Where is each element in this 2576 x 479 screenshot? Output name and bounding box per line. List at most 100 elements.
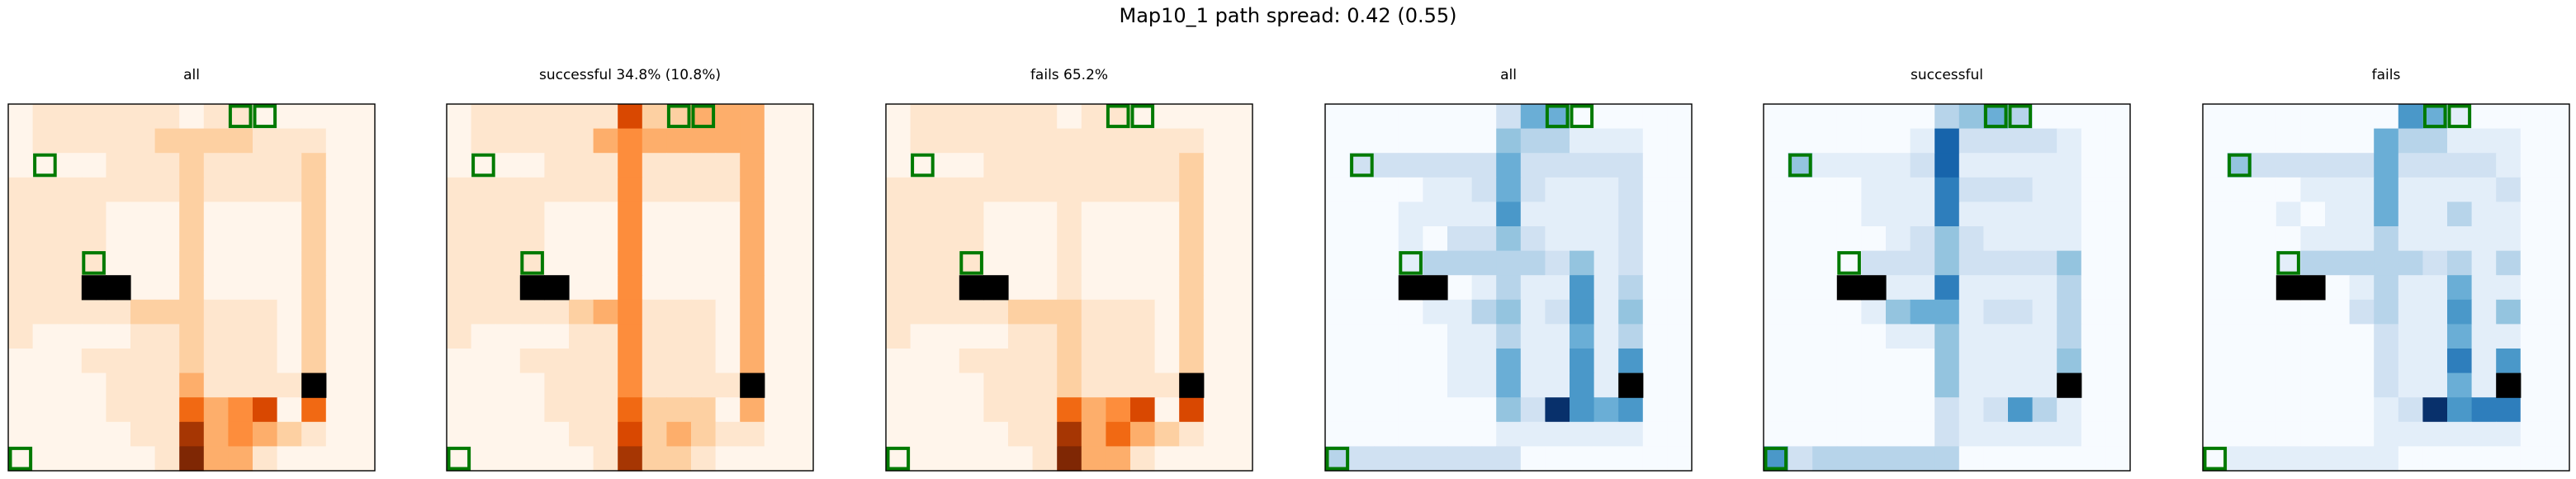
heatmap-cell [2252, 275, 2277, 301]
heatmap-cell [1374, 275, 1399, 301]
heatmap-cell [1057, 372, 1082, 398]
heatmap-cell [350, 397, 376, 423]
heatmap-cell [2081, 397, 2106, 423]
heatmap-cell [1325, 349, 1351, 374]
heatmap-cell [1642, 177, 1668, 202]
heatmap-cell [642, 250, 667, 276]
heatmap-cell [2057, 275, 2082, 301]
heatmap-cell [1496, 397, 1522, 423]
heatmap-cell [1593, 421, 1619, 447]
heatmap-cell [2520, 372, 2545, 398]
heatmap-cell [1836, 299, 1862, 325]
heatmap-cell [691, 226, 717, 252]
heatmap-cell [2422, 421, 2448, 447]
heatmap-cell [1203, 349, 1229, 374]
heatmap-cell [2105, 397, 2131, 423]
heatmap-cell [2398, 250, 2423, 276]
heatmap-cell [154, 324, 180, 349]
heatmap-cell [886, 177, 912, 202]
heatmap-cell [2398, 177, 2423, 202]
heatmap-cell [301, 104, 327, 130]
heatmap-cell [1496, 104, 1522, 130]
heatmap-cell [666, 446, 692, 472]
heatmap-cell [1228, 226, 1253, 252]
figure-title: Map10_1 path spread: 0.42 (0.55) [1119, 4, 1457, 27]
heatmap-cell [301, 177, 327, 202]
heatmap-cell [2081, 202, 2106, 227]
heatmap-cell [910, 226, 935, 252]
heatmap-cell [886, 397, 912, 423]
heatmap-cell [1374, 299, 1399, 325]
heatmap-cell [1398, 372, 1423, 398]
heatmap-cell [715, 275, 741, 301]
heatmap-cell [1667, 397, 1693, 423]
heatmap-cell [1057, 104, 1082, 130]
heatmap-cell [618, 324, 643, 349]
goal-marker [886, 446, 911, 471]
heatmap-cell [2349, 372, 2375, 398]
heatmap-cell [788, 128, 814, 154]
heatmap-cell [106, 349, 131, 374]
heatmap-cell [1520, 397, 1546, 423]
heatmap-cell [1545, 421, 1570, 447]
heatmap-cell [764, 372, 789, 398]
heatmap-cell [1057, 128, 1082, 154]
heatmap-cell [350, 446, 376, 472]
heatmap-successful-reds [446, 103, 814, 472]
heatmap-cell [2203, 250, 2228, 276]
heatmap-cell [1812, 226, 1838, 252]
heatmap-cell [1520, 250, 1546, 276]
heatmap-cell [1861, 349, 1887, 374]
heatmap-cell [1130, 349, 1156, 374]
heatmap-cell [1764, 349, 1789, 374]
heatmap-cell [1642, 250, 1668, 276]
heatmap-cell [203, 202, 229, 227]
heatmap-cell [1325, 372, 1351, 398]
heatmap-cell [253, 128, 278, 154]
goal-marker [33, 153, 57, 178]
heatmap-cell [544, 349, 570, 374]
heatmap-cell [1203, 397, 1229, 423]
heatmap-cell [2105, 226, 2131, 252]
heatmap-cell [1447, 250, 1473, 276]
heatmap-cell [2374, 177, 2399, 202]
heatmap-cell [1374, 446, 1399, 472]
heatmap-cell [1228, 446, 1253, 472]
heatmap-cell [301, 299, 327, 325]
heatmap-cell [2008, 275, 2034, 301]
heatmap-cell [886, 372, 912, 398]
heatmap-cell [471, 324, 496, 349]
heatmap-cell [1081, 397, 1106, 423]
heatmap-cell [2227, 397, 2252, 423]
heatmap-cell [519, 153, 545, 178]
heatmap-cell [1983, 177, 2009, 202]
heatmap-cell [8, 153, 34, 178]
heatmap-cell [130, 104, 156, 130]
heatmap-cell [1958, 177, 1984, 202]
obstacle-cell [2275, 275, 2301, 301]
heatmap-cell [593, 299, 618, 325]
heatmap-cell [2496, 153, 2522, 178]
heatmap-cell [2447, 324, 2473, 349]
heatmap-cell [1667, 421, 1693, 447]
heatmap-cell [2275, 202, 2301, 227]
axes-frame [1763, 103, 2131, 472]
heatmap-cell [983, 202, 1009, 227]
heatmap-cell [495, 250, 521, 276]
goal-marker [2276, 251, 2300, 275]
heatmap-cell [1764, 372, 1789, 398]
heatmap-cell [593, 104, 618, 130]
heatmap-cell [8, 397, 34, 423]
heatmap-cell [1106, 421, 1131, 447]
heatmap-cell [569, 104, 594, 130]
heatmap-cell [1496, 226, 1522, 252]
heatmap-cell [1008, 104, 1034, 130]
heatmap-cell [544, 177, 570, 202]
heatmap-cell [1764, 153, 1789, 178]
heatmap-cell [2422, 446, 2448, 472]
heatmap-cell [1983, 226, 2009, 252]
heatmap-cell [1398, 397, 1423, 423]
heatmap-cell [1886, 324, 1911, 349]
heatmap-cell [2349, 226, 2375, 252]
heatmap-cell [983, 226, 1009, 252]
